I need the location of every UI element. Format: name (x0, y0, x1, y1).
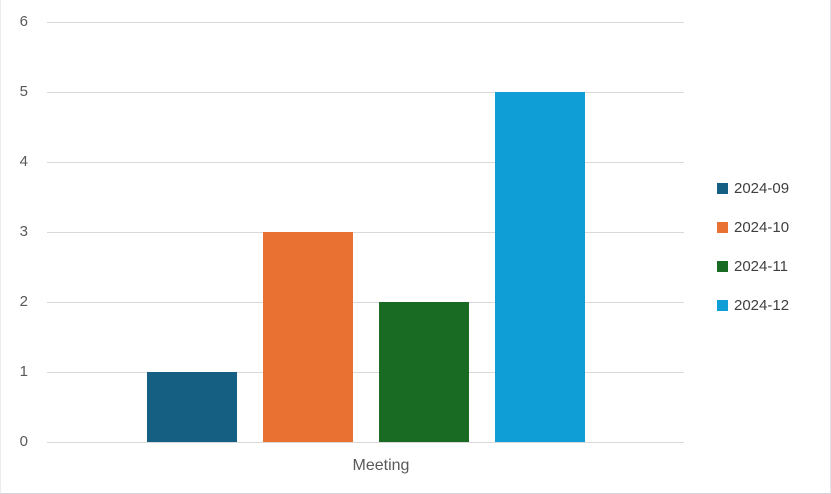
legend-label: 2024-09 (734, 180, 790, 197)
bar-2024-11 (378, 302, 469, 442)
legend-label: 2024-11 (734, 258, 788, 275)
gridline (47, 372, 684, 373)
legend-item: 2024-10 (717, 217, 789, 238)
legend-label: 2024-12 (734, 297, 790, 314)
legend-item: 2024-12 (717, 295, 789, 316)
gridline (47, 442, 684, 443)
y-axis-tick-label: 5 (19, 83, 28, 100)
legend: 2024-09 2024-10 2024-11 2024-12 (717, 178, 789, 316)
legend-swatch-icon (717, 183, 728, 194)
gridline (47, 92, 684, 93)
y-axis-tick-label: 4 (19, 153, 28, 170)
gridline (47, 302, 684, 303)
legend-item: 2024-09 (717, 178, 789, 199)
legend-swatch-icon (717, 261, 728, 272)
bar-2024-10 (262, 232, 353, 442)
legend-swatch-icon (717, 300, 728, 311)
y-axis-tick-label: 2 (19, 293, 28, 310)
plot-area (47, 22, 684, 443)
legend-swatch-icon (717, 222, 728, 233)
y-axis-tick-label: 3 (19, 223, 28, 240)
gridline (47, 232, 684, 233)
legend-label: 2024-10 (734, 219, 790, 236)
gridline (47, 162, 684, 163)
gridline (47, 22, 684, 23)
legend-item: 2024-11 (717, 256, 789, 277)
y-axis-tick-label: 0 (19, 433, 28, 450)
bar-2024-12 (494, 92, 585, 442)
y-axis-tick-label: 1 (19, 363, 28, 380)
x-axis-category-label: Meeting (352, 457, 410, 474)
y-axis-tick-label: 6 (19, 13, 28, 30)
bar-2024-09 (146, 372, 237, 442)
